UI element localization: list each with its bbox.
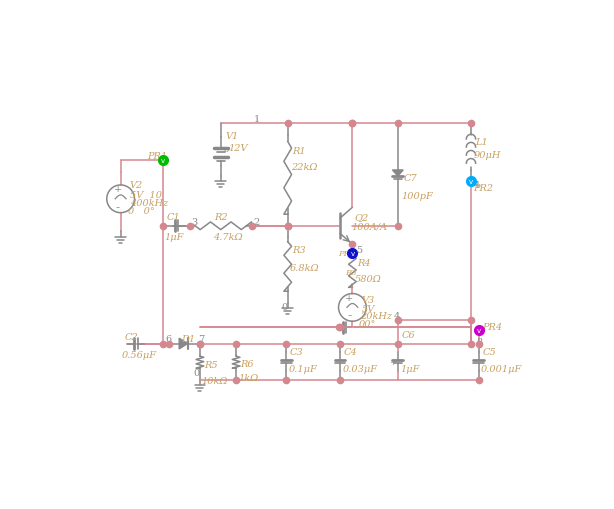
Text: 00°: 00° bbox=[359, 319, 376, 328]
Text: 20kHz: 20kHz bbox=[360, 312, 392, 321]
Text: PR1: PR1 bbox=[147, 152, 168, 161]
Text: C5: C5 bbox=[483, 348, 496, 357]
Text: 0.03μF: 0.03μF bbox=[343, 364, 378, 374]
Text: R2: R2 bbox=[214, 212, 228, 221]
Text: 3: 3 bbox=[192, 217, 198, 226]
Text: 1μF: 1μF bbox=[400, 364, 419, 374]
Text: v: v bbox=[469, 179, 473, 185]
Text: v: v bbox=[476, 327, 481, 333]
Text: V2: V2 bbox=[130, 180, 143, 189]
Text: C4: C4 bbox=[344, 348, 358, 357]
Text: v: v bbox=[161, 158, 165, 164]
Text: V1: V1 bbox=[225, 132, 239, 141]
Text: 6: 6 bbox=[165, 334, 171, 343]
Polygon shape bbox=[179, 338, 188, 349]
Text: 100A/A: 100A/A bbox=[352, 222, 387, 232]
Text: 0.56μF: 0.56μF bbox=[122, 351, 157, 360]
Text: PR3: PR3 bbox=[338, 249, 356, 258]
Text: R3: R3 bbox=[344, 269, 356, 276]
Text: V3: V3 bbox=[362, 295, 375, 304]
Text: C1: C1 bbox=[167, 212, 181, 221]
Text: -: - bbox=[348, 309, 351, 322]
Text: +: + bbox=[114, 185, 122, 194]
Text: 5: 5 bbox=[356, 245, 362, 254]
Text: 1kΩ: 1kΩ bbox=[238, 373, 258, 382]
Text: 1: 1 bbox=[254, 115, 260, 124]
Polygon shape bbox=[392, 171, 403, 177]
Text: C6: C6 bbox=[402, 330, 416, 339]
Text: 100pF: 100pF bbox=[402, 192, 433, 201]
Text: 4: 4 bbox=[394, 312, 400, 321]
Text: PR4: PR4 bbox=[483, 322, 503, 331]
Text: 1μF: 1μF bbox=[165, 233, 184, 241]
Text: 90μH: 90μH bbox=[474, 151, 502, 160]
Text: 2: 2 bbox=[253, 217, 259, 226]
Text: R6: R6 bbox=[240, 359, 254, 368]
Text: 12V: 12V bbox=[228, 144, 248, 152]
Text: R5: R5 bbox=[204, 361, 217, 370]
Text: 4.7kΩ: 4.7kΩ bbox=[213, 233, 243, 241]
Text: C2: C2 bbox=[125, 332, 138, 342]
Text: 0.1μF: 0.1μF bbox=[289, 364, 317, 374]
Text: C3: C3 bbox=[290, 348, 304, 357]
Text: D1: D1 bbox=[181, 334, 195, 343]
Text: C7: C7 bbox=[404, 174, 418, 183]
Text: v: v bbox=[351, 250, 354, 256]
Text: 400kHz: 400kHz bbox=[130, 199, 168, 208]
Text: R4: R4 bbox=[357, 259, 371, 268]
Text: +: + bbox=[389, 358, 396, 366]
Text: 0: 0 bbox=[223, 146, 228, 154]
Text: 0: 0 bbox=[194, 369, 200, 378]
Text: R1: R1 bbox=[292, 147, 306, 156]
Text: 8: 8 bbox=[476, 338, 483, 347]
Text: L1: L1 bbox=[476, 138, 488, 147]
Text: R3: R3 bbox=[292, 245, 306, 254]
Text: 0.001μF: 0.001μF bbox=[481, 364, 523, 374]
Text: 7: 7 bbox=[198, 334, 204, 343]
Text: Q2: Q2 bbox=[354, 212, 368, 221]
Text: PR2: PR2 bbox=[473, 184, 494, 193]
Text: 22kΩ: 22kΩ bbox=[291, 162, 317, 172]
Text: 5V: 5V bbox=[362, 304, 375, 313]
Text: 0   0°: 0 0° bbox=[128, 207, 155, 216]
Text: 4: 4 bbox=[473, 180, 480, 189]
Text: 6.8kΩ: 6.8kΩ bbox=[290, 263, 320, 272]
Text: 580Ω: 580Ω bbox=[355, 275, 381, 284]
Text: +: + bbox=[345, 293, 354, 302]
Text: 10kΩ: 10kΩ bbox=[201, 376, 228, 385]
Text: -: - bbox=[115, 201, 120, 214]
Text: 5V  10: 5V 10 bbox=[130, 190, 162, 199]
Text: 0: 0 bbox=[282, 302, 288, 312]
